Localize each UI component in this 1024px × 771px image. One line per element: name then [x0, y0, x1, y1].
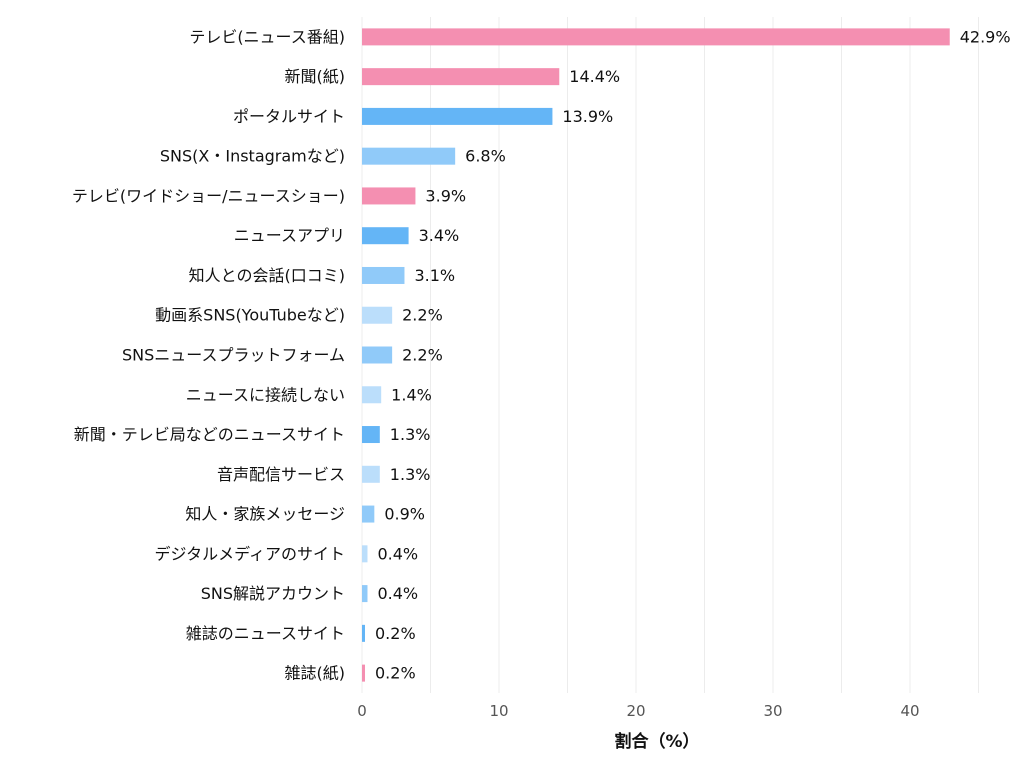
x-tick-labels: 0 10 20 30 40 [357, 702, 919, 720]
bar [362, 624, 365, 642]
value-label: 3.9% [425, 186, 466, 205]
bar [362, 68, 560, 86]
category-label: SNS(X・Instagramなど) [160, 147, 345, 166]
value-label: 2.2% [402, 306, 443, 325]
bar [362, 386, 382, 404]
value-label: 1.3% [390, 465, 431, 484]
value-label: 2.2% [402, 346, 443, 365]
category-label: 知人・家族メッセージ [185, 505, 345, 524]
category-label: 雑誌(紙) [285, 664, 346, 683]
value-label: 1.3% [390, 425, 431, 444]
bar [362, 465, 380, 483]
bar [362, 664, 365, 682]
category-label: 知人との会話(口コミ) [189, 266, 345, 285]
category-label: SNSニュースプラットフォーム [122, 346, 345, 365]
bar [362, 147, 456, 165]
category-label: ポータルサイト [233, 107, 345, 126]
x-tick-label: 20 [626, 702, 645, 720]
category-label: 音声配信サービス [217, 465, 345, 484]
bar [362, 505, 375, 523]
bar [362, 585, 368, 603]
grid-lines [361, 17, 979, 693]
value-label: 0.2% [375, 624, 416, 643]
bar [362, 545, 368, 563]
x-axis-title: 割合（%） [614, 731, 699, 752]
value-label: 42.9% [960, 27, 1011, 46]
bar [362, 28, 950, 46]
x-tick-label: 0 [357, 702, 367, 720]
bar [362, 107, 553, 125]
category-label: 新聞・テレビ局などのニュースサイト [74, 425, 345, 444]
value-label: 6.8% [465, 147, 506, 166]
category-label: 新聞(紙) [285, 67, 346, 86]
bar [362, 227, 409, 245]
bar [362, 187, 416, 205]
category-labels: テレビ(ニュース番組) 新聞(紙) ポータルサイト SNS(X・Instagramなど… [72, 27, 345, 682]
bar [362, 346, 393, 364]
category-label: テレビ(ワイドショー/ニュースショー) [72, 186, 345, 205]
value-label: 14.4% [569, 67, 620, 86]
category-label: 動画系SNS(YouTubeなど) [155, 306, 345, 325]
category-label: ニュースアプリ [234, 226, 345, 245]
value-label: 0.9% [384, 505, 425, 524]
category-label: 雑誌のニュースサイト [186, 624, 345, 643]
value-label: 13.9% [562, 107, 613, 126]
x-tick-label: 10 [489, 702, 508, 720]
value-label: 3.1% [414, 266, 455, 285]
bar [362, 306, 393, 324]
category-label: SNS解説アカウント [201, 584, 345, 603]
bars [362, 28, 950, 682]
x-tick-label: 40 [900, 702, 919, 720]
bar [362, 426, 380, 444]
bar [362, 266, 405, 284]
value-label: 0.2% [375, 664, 416, 683]
category-label: ニュースに接続しない [186, 385, 345, 404]
x-tick-label: 30 [763, 702, 782, 720]
category-label: テレビ(ニュース番組) [189, 27, 345, 46]
value-label: 0.4% [377, 544, 418, 563]
value-label: 3.4% [419, 226, 460, 245]
value-label: 1.4% [391, 385, 432, 404]
value-labels: 42.9% 14.4% 13.9% 6.8% 3.9% 3.4% 3.1% 2.2% 2.2% 1… [375, 27, 1011, 682]
value-label: 0.4% [377, 584, 418, 603]
category-label: デジタルメディアのサイト [154, 544, 345, 563]
